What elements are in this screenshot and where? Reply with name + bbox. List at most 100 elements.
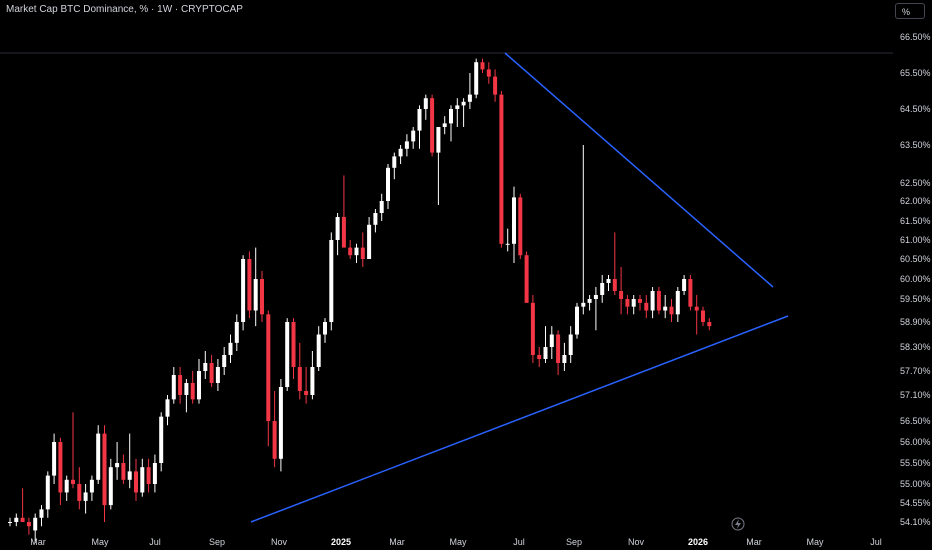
candle-body [58, 442, 63, 493]
candle-body [423, 98, 428, 109]
candle [499, 91, 504, 248]
candle [115, 442, 120, 480]
price-tick-label: 60.50% [900, 254, 931, 264]
candle-body [297, 367, 302, 391]
candle-body [247, 259, 252, 311]
price-tick-label: 63.50% [900, 140, 931, 150]
candle-body [266, 314, 271, 421]
time-axis[interactable]: Mar May Jul Sep Nov 2025 Mar May Jul Sep Nov 2026 Ma… [30, 537, 882, 547]
candle [39, 505, 44, 527]
candle-body [562, 355, 567, 363]
candle [411, 127, 416, 149]
price-tick-label: 61.00% [900, 235, 931, 245]
time-tick-label: Sep [566, 537, 582, 547]
candle-body [682, 279, 687, 291]
candle-body [663, 306, 668, 311]
candle-body [203, 363, 208, 371]
price-tick-label: 54.55% [900, 498, 931, 508]
candle [707, 318, 712, 331]
candle-body [543, 347, 548, 359]
time-tick-label: Jul [513, 537, 525, 547]
candle-body [323, 322, 327, 335]
candle [260, 271, 264, 322]
candle [165, 395, 170, 426]
candle-body [335, 217, 340, 240]
candle [505, 228, 510, 252]
candle-body [455, 105, 460, 109]
candle-body [373, 213, 378, 225]
candle-body [493, 76, 498, 95]
candle-body [146, 467, 151, 484]
candle-body [480, 62, 485, 70]
candle-body [379, 201, 384, 213]
candle-body [593, 295, 598, 299]
candle-body [64, 479, 69, 493]
candle [316, 326, 321, 371]
candle [291, 318, 296, 379]
candle [64, 475, 69, 501]
candle [568, 326, 573, 363]
candle [455, 98, 460, 127]
candle [102, 425, 107, 522]
candle [619, 267, 624, 315]
candle [222, 347, 227, 375]
candle [52, 433, 57, 484]
candle [512, 186, 516, 263]
candle [121, 454, 126, 484]
candle [304, 367, 309, 404]
price-tick-label: 57.10% [900, 390, 931, 400]
candle [631, 295, 636, 315]
candle-body [33, 517, 38, 531]
candle-body [134, 471, 138, 493]
candle [354, 243, 359, 263]
candle [341, 175, 346, 248]
candle-body [26, 522, 31, 527]
time-tick-label: Jul [870, 537, 882, 547]
candle-body [260, 279, 264, 315]
unit-selector[interactable]: % [895, 3, 925, 19]
candle-body [638, 299, 642, 303]
candle-body [518, 197, 523, 256]
candle-body [619, 291, 624, 299]
candle-body [581, 302, 586, 307]
bolt-icon[interactable] [731, 517, 745, 531]
candle-body [20, 517, 25, 522]
candle [33, 513, 38, 544]
candle [285, 318, 290, 391]
candle-body [606, 279, 611, 283]
candle [638, 295, 642, 311]
candle-body [530, 302, 535, 355]
candle [612, 232, 617, 295]
chart-title: Market Cap BTC Dominance, % · 1W · CRYPT… [6, 4, 243, 15]
candle [234, 314, 239, 351]
candle-body [8, 522, 12, 523]
time-tick-label: May [91, 537, 109, 547]
price-tick-label: 54.10% [900, 517, 931, 527]
resistance-trendline[interactable] [504, 52, 774, 288]
candle-body [537, 355, 542, 359]
candle [392, 152, 397, 180]
candle [669, 299, 674, 322]
candle [323, 318, 327, 343]
candle-body [486, 69, 491, 77]
candle-body [108, 467, 113, 506]
candle-body [404, 141, 409, 149]
price-tick-label: 62.00% [900, 196, 931, 206]
price-tick-label: 57.70% [900, 366, 931, 376]
candle [480, 58, 485, 73]
candles-group [8, 58, 712, 544]
candle-body [96, 433, 101, 480]
candle-body [83, 492, 88, 501]
price-tick-label: 64.50% [900, 104, 931, 114]
support-trendline[interactable] [250, 315, 789, 523]
candle-body [71, 479, 75, 484]
price-axis[interactable]: 66.50% 65.50% 64.50% 63.50% 62.50% 62.00% 61.5… [900, 32, 931, 527]
candle [436, 127, 441, 205]
candle [253, 247, 258, 327]
candle [449, 105, 453, 142]
candle-body [392, 156, 397, 168]
time-tick-label: 2025 [331, 537, 351, 547]
candle-body [411, 130, 416, 142]
candle-body [127, 471, 132, 480]
